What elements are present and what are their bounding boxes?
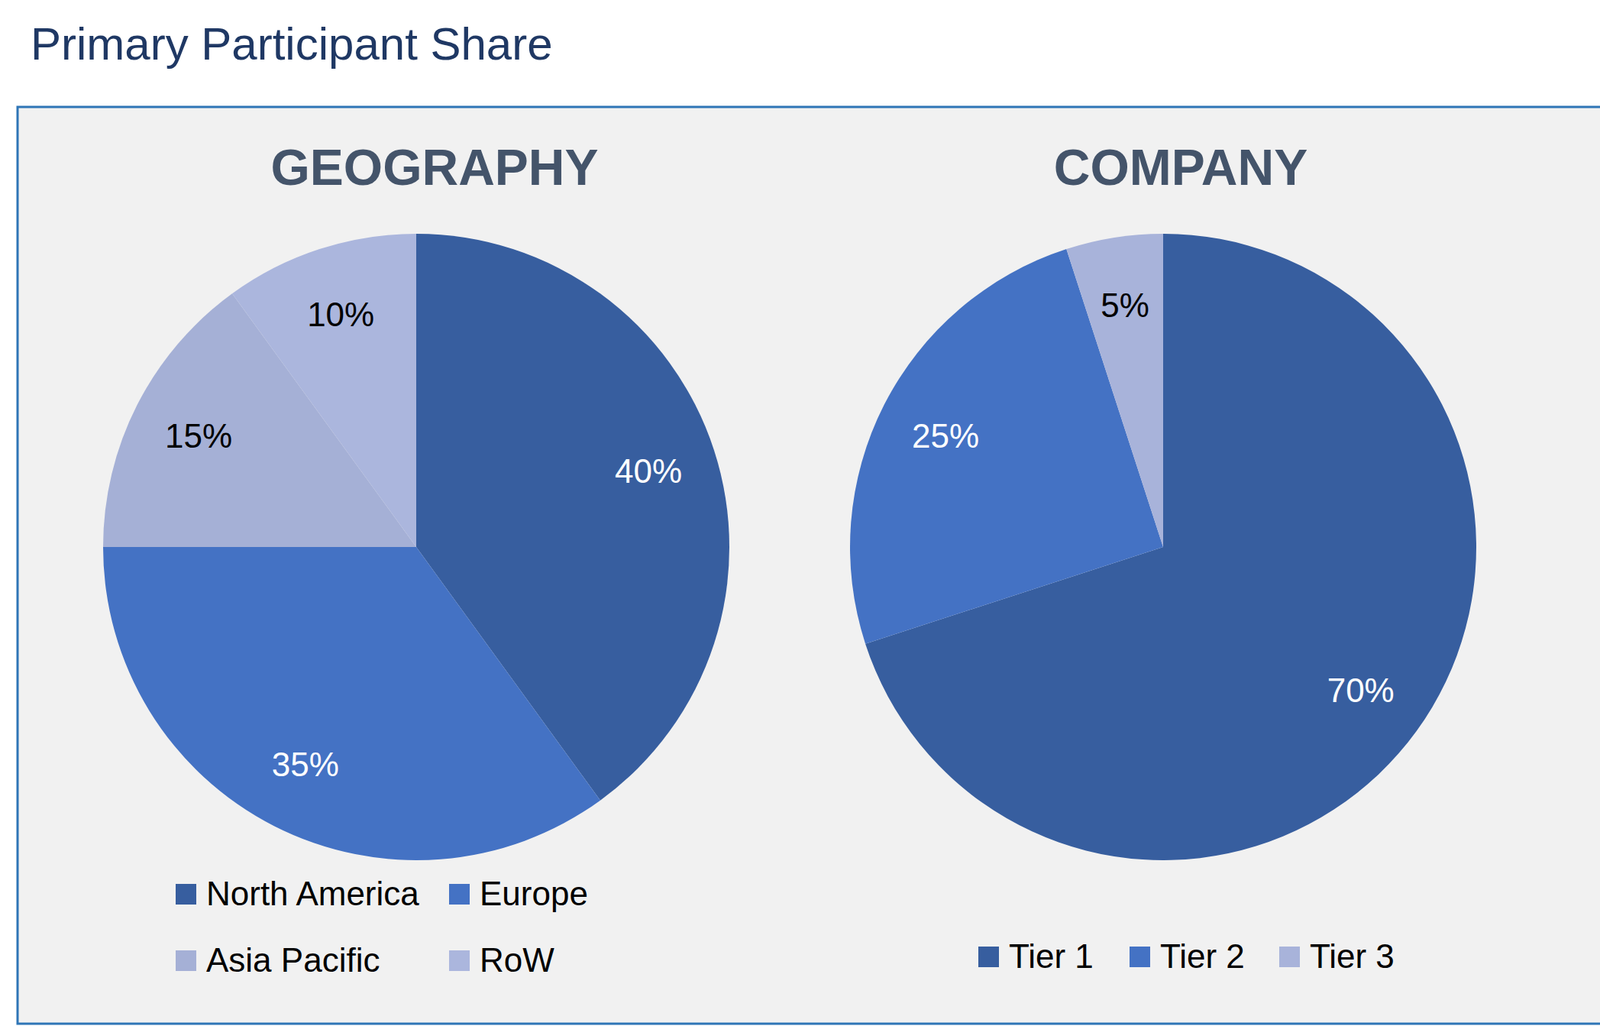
- data-label: 15%: [164, 416, 233, 455]
- legend-label: Tier 3: [1309, 937, 1395, 975]
- legend-label: RoW: [479, 940, 555, 979]
- slices: [103, 233, 730, 860]
- pie-slice: [1066, 233, 1164, 547]
- legend-swatch: [175, 883, 197, 905]
- chart-title: GEOGRAPHY: [270, 138, 598, 196]
- slices: [850, 233, 1477, 860]
- data-label: 40%: [614, 452, 683, 490]
- page-title: Primary Participant Share: [30, 18, 553, 70]
- data-label: 5%: [1100, 286, 1150, 324]
- legend-label: Tier 1: [1008, 937, 1094, 975]
- legend: North America Europe Asia Pacific RoW: [175, 874, 589, 979]
- root: Primary Participant Share GEOGRAPHY 40% 35%…: [0, 0, 1600, 1026]
- legend-label: Asia Pacific: [206, 940, 380, 979]
- chart-title: COMPANY: [1053, 138, 1308, 196]
- data-label: 35%: [271, 745, 340, 783]
- data-label: 70%: [1327, 671, 1395, 709]
- data-labels: 70% 25% 5%: [911, 286, 1395, 709]
- pie-slice: [103, 546, 601, 860]
- pie-slice: [232, 233, 417, 547]
- legend-swatch: [1129, 946, 1151, 967]
- legend-swatch: [449, 950, 470, 971]
- data-label: 25%: [911, 416, 980, 455]
- legend-swatch: [449, 883, 470, 905]
- data-label: 10%: [307, 295, 375, 333]
- legend: Tier 1 Tier 2 Tier 3: [978, 937, 1395, 975]
- legend-label: North America: [206, 874, 420, 912]
- chart-canvas: Primary Participant Share GEOGRAPHY 40% 35%…: [0, 0, 1600, 1026]
- panel: [17, 106, 1600, 1024]
- pie-slice: [850, 248, 1164, 644]
- legend-swatch: [978, 946, 999, 967]
- legend-swatch: [1279, 946, 1300, 967]
- legend-label: Tier 2: [1160, 937, 1245, 975]
- pie-chart: COMPANY 70% 25% 5% Tier 1 Tier 2 Tier 3: [850, 138, 1477, 975]
- pie-chart: GEOGRAPHY 40% 35% 15% 10% North America Europe…: [103, 138, 730, 979]
- legend-label: Europe: [479, 874, 589, 912]
- data-labels: 40% 35% 15% 10%: [164, 295, 683, 783]
- legend-swatch: [175, 950, 197, 971]
